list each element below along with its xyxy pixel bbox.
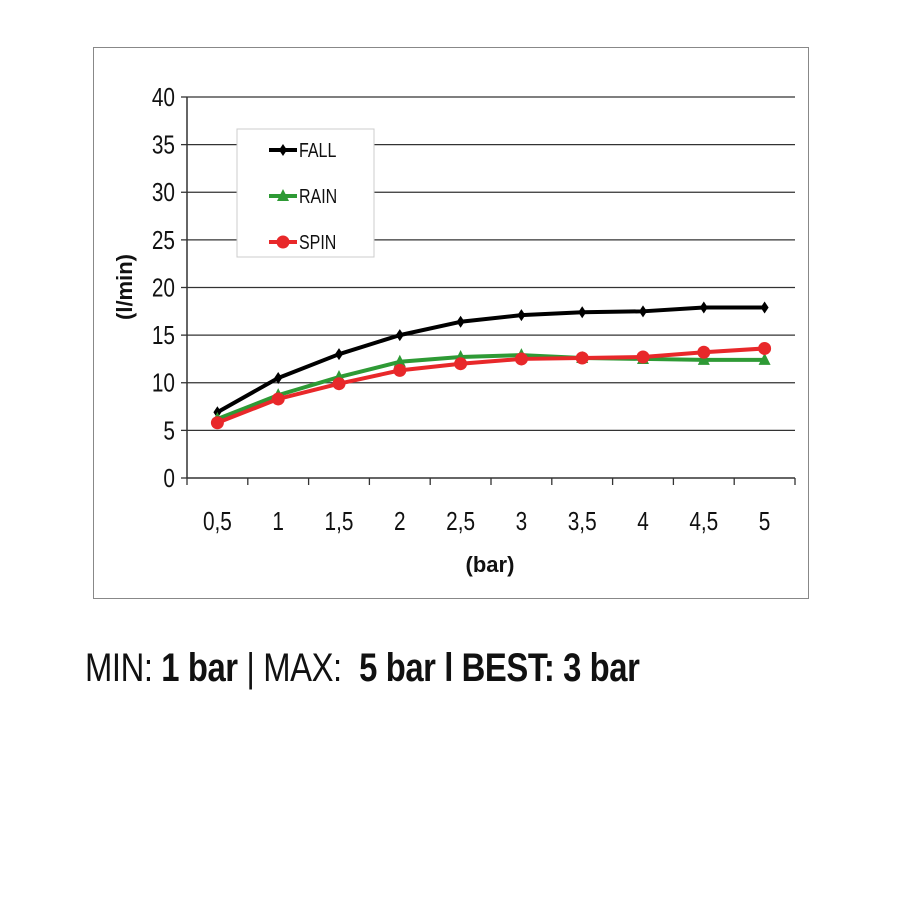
series-line <box>216 346 765 425</box>
data-point <box>271 392 285 406</box>
chart-frame <box>93 47 809 599</box>
y-tick-label: 30 <box>152 178 175 207</box>
separator: | <box>246 646 255 690</box>
series-line <box>216 353 765 421</box>
data-point <box>699 301 708 314</box>
data-point <box>276 235 290 249</box>
max-value: 5 bar <box>359 646 436 690</box>
x-tick-label: 0,5 <box>203 507 232 536</box>
separator: l <box>444 646 453 690</box>
legend-label: SPIN <box>299 231 336 253</box>
data-point <box>636 350 650 364</box>
data-point <box>210 416 224 430</box>
data-point <box>517 309 526 322</box>
data-point <box>456 315 465 328</box>
data-point <box>578 306 587 319</box>
data-point <box>279 144 287 156</box>
legend-item: RAIN <box>269 185 337 207</box>
x-tick-label: 4 <box>637 507 649 536</box>
legend-item: FALL <box>269 139 336 161</box>
x-tick-label: 2 <box>394 507 406 536</box>
y-tick-label: 15 <box>152 321 175 350</box>
data-point <box>393 354 406 367</box>
max-label: MAX: <box>263 646 342 690</box>
data-point <box>454 357 468 371</box>
x-tick-label: 4,5 <box>689 507 718 536</box>
y-tick-label: 20 <box>152 273 175 302</box>
series-spin <box>210 341 772 430</box>
data-point <box>332 377 346 391</box>
y-tick-label: 5 <box>163 416 175 445</box>
data-point <box>335 348 343 361</box>
y-tick-label: 35 <box>152 130 175 159</box>
legend-item: SPIN <box>269 231 336 253</box>
data-point <box>697 345 711 359</box>
series-fall <box>213 301 769 419</box>
data-point <box>639 305 647 318</box>
series-line <box>216 305 765 415</box>
best-value: 3 bar <box>563 646 640 690</box>
x-tick-label: 3,5 <box>568 507 597 536</box>
data-point <box>697 352 710 365</box>
data-point <box>575 351 589 365</box>
x-tick-label: 1,5 <box>325 507 354 536</box>
min-value: 1 bar <box>161 646 238 690</box>
data-point <box>760 301 769 314</box>
x-tick-label: 1 <box>272 507 284 536</box>
legend-label: RAIN <box>299 185 337 207</box>
data-point <box>758 341 772 355</box>
y-tick-label: 25 <box>152 226 175 255</box>
x-axis-label: (bar) <box>466 552 515 577</box>
y-tick-label: 0 <box>163 464 175 493</box>
best-label: BEST: <box>461 646 555 690</box>
data-point <box>274 371 283 384</box>
data-point <box>393 363 407 377</box>
data-point <box>395 329 404 342</box>
legend-box <box>236 128 375 258</box>
y-tick-label: 10 <box>152 369 175 398</box>
data-point <box>758 352 771 365</box>
data-point <box>277 189 289 201</box>
y-tick-label: 40 <box>152 83 175 112</box>
legend: FALL RAIN SPIN <box>236 128 375 258</box>
x-tick-label: 5 <box>759 507 771 536</box>
legend-label: FALL <box>299 139 336 161</box>
pressure-summary: MIN: 1 bar | MAX: 5 bar l BEST: 3 bar <box>85 646 640 691</box>
y-axis-label: (l/min) <box>112 254 137 320</box>
data-point <box>514 352 528 366</box>
x-tick-label: 3 <box>516 507 528 536</box>
min-label: MIN: <box>85 646 153 690</box>
x-tick-label: 2,5 <box>446 507 475 536</box>
